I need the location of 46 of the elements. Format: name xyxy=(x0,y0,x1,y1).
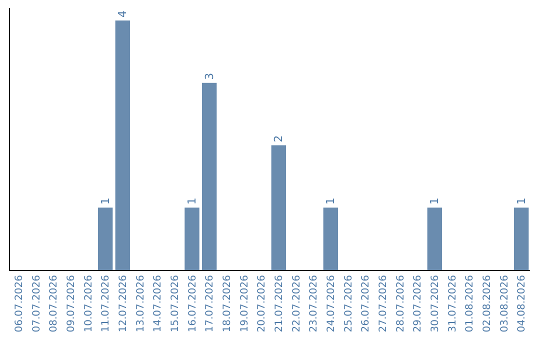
x-tick-label: 07.07.2026 xyxy=(31,275,42,332)
x-tick-label: 01.08.2026 xyxy=(464,275,476,332)
bar xyxy=(514,208,529,270)
data-label: 3 xyxy=(202,72,216,80)
x-tick-label: 23.07.2026 xyxy=(308,275,320,332)
x-tick-label: 15.07.2026 xyxy=(170,275,181,332)
x-tick-label: 16.07.2026 xyxy=(187,275,198,332)
data-label: 1 xyxy=(98,198,112,205)
x-tick-label: 20.07.2026 xyxy=(256,275,268,332)
data-label: 1 xyxy=(428,198,442,205)
x-tick-label: 06.07.2026 xyxy=(14,275,25,332)
x-tick-label: 02.08.2026 xyxy=(482,275,493,332)
x-tick-label: 28.07.2026 xyxy=(395,275,406,332)
bar xyxy=(323,208,338,270)
bar xyxy=(427,208,442,270)
x-tick-label: 29.07.2026 xyxy=(412,275,424,332)
x-tick-label: 25.07.2026 xyxy=(343,275,354,332)
x-tick-label: 17.07.2026 xyxy=(204,275,216,332)
x-tick-label: 13.07.2026 xyxy=(135,275,146,332)
bar xyxy=(115,20,130,270)
data-label: 1 xyxy=(324,198,338,205)
x-tick-label: 27.07.2026 xyxy=(378,275,389,332)
x-tick-label: 31.07.2026 xyxy=(447,275,458,332)
x-tick-label: 21.07.2026 xyxy=(274,275,285,332)
data-label: 1 xyxy=(186,198,198,205)
x-tick-label: 30.07.2026 xyxy=(430,275,441,332)
x-tick-label: 04.08.2026 xyxy=(516,275,528,332)
data-label: 2 xyxy=(272,135,286,142)
data-label: 1 xyxy=(514,198,528,205)
x-tick-label: 11.07.2026 xyxy=(100,275,112,332)
x-tick-label: 12.07.2026 xyxy=(118,275,129,332)
x-tick-label: 24.07.2026 xyxy=(326,275,337,332)
x-tick-label: 10.07.2026 xyxy=(83,275,94,332)
x-tick-label: 26.07.2026 xyxy=(360,275,372,332)
x-tick-label: 09.07.2026 xyxy=(66,275,77,332)
bar xyxy=(202,82,217,270)
bar xyxy=(271,145,286,270)
x-tick-label: 03.08.2026 xyxy=(499,275,510,332)
x-tick-label: 19.07.2026 xyxy=(239,275,250,332)
x-tick-label: 08.07.2026 xyxy=(48,275,60,332)
data-label: 4 xyxy=(116,10,130,18)
x-tick-label: 22.07.2026 xyxy=(291,275,302,332)
bar xyxy=(184,208,200,270)
x-tick-label: 18.07.2026 xyxy=(222,275,233,332)
x-tick-label: 14.07.2026 xyxy=(152,275,164,332)
bar xyxy=(98,208,113,270)
